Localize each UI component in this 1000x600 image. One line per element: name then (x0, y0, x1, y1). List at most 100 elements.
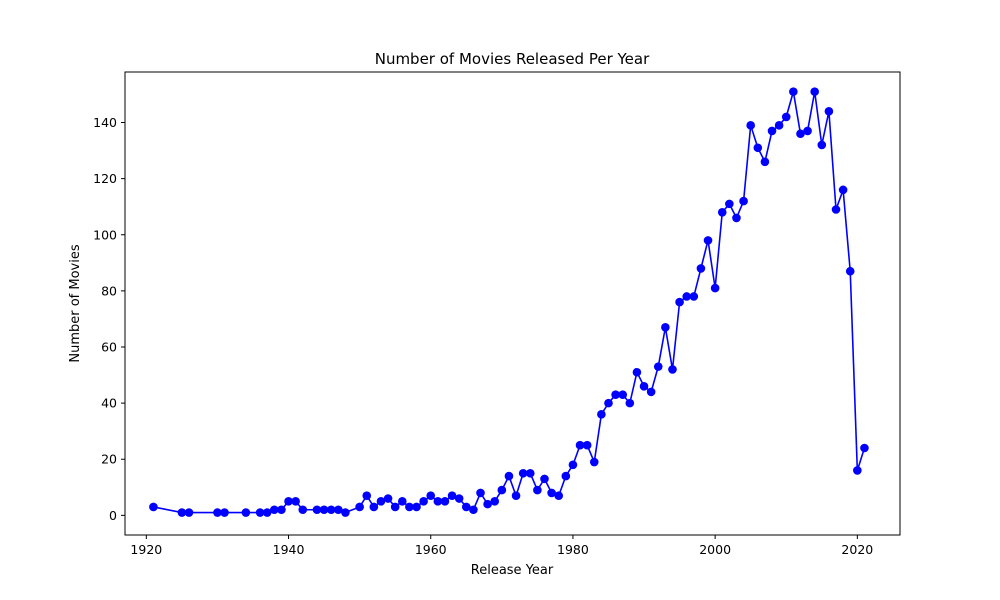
data-point (419, 497, 428, 506)
data-point (369, 502, 379, 512)
data-point (803, 126, 812, 136)
data-point (497, 485, 507, 495)
data-point (831, 205, 841, 214)
data-point (177, 508, 187, 517)
data-point (582, 440, 592, 450)
data-point (838, 185, 848, 195)
data-point (817, 140, 827, 150)
data-point (334, 505, 343, 515)
data-point (639, 381, 649, 391)
data-point (760, 157, 770, 167)
data-point (554, 491, 564, 501)
data-point (255, 508, 265, 517)
data-point (824, 106, 834, 116)
data-point (291, 497, 300, 506)
data-point (312, 505, 322, 515)
y-tick-label: 60 (101, 339, 117, 354)
data-point (397, 497, 407, 506)
data-point (682, 292, 691, 301)
data-point (625, 398, 635, 408)
data-point (405, 502, 414, 512)
data-point (717, 208, 727, 217)
data-point (355, 502, 364, 512)
x-tick-label: 1960 (415, 542, 447, 557)
y-tick-label: 20 (101, 452, 117, 467)
data-point (611, 390, 620, 399)
data-point (661, 323, 670, 332)
x-tick-label: 1980 (557, 542, 589, 557)
data-point (575, 440, 585, 450)
data-point (568, 460, 578, 470)
data-point (753, 143, 763, 153)
data-point (632, 367, 642, 377)
data-point (589, 457, 599, 467)
data-point (241, 508, 251, 517)
data-point (675, 297, 684, 307)
data-point (725, 199, 734, 209)
data-point (383, 494, 393, 503)
x-tick-label: 1920 (130, 542, 162, 557)
data-point (653, 362, 663, 371)
data-point (184, 508, 194, 517)
data-point (362, 491, 372, 501)
data-point (277, 505, 286, 515)
data-point (604, 398, 613, 408)
data-point (447, 491, 457, 501)
data-point (476, 488, 485, 498)
data-point (412, 502, 421, 512)
data-point (646, 387, 656, 397)
data-point (319, 505, 329, 515)
data-point (618, 390, 628, 399)
series-layer (149, 87, 869, 517)
data-point (732, 213, 741, 223)
data-point (490, 497, 500, 506)
data-point (270, 505, 279, 515)
data-point (525, 468, 535, 478)
chart-title: Number of Movies Released Per Year (375, 50, 650, 68)
y-tick-label: 80 (101, 283, 117, 298)
data-point (390, 502, 400, 512)
x-tick-label: 2000 (699, 542, 731, 557)
data-point (789, 87, 798, 96)
data-point (149, 502, 158, 512)
data-point (533, 485, 542, 495)
axis-ticks: 1920 1940 1960 1980 2000 2020 0 20 40 60 80 100 120 1… (93, 115, 873, 557)
data-point (469, 505, 478, 515)
data-point (668, 365, 677, 374)
data-point (710, 283, 720, 293)
y-tick-label: 100 (93, 227, 117, 242)
y-axis-label: Number of Movies (68, 244, 83, 362)
data-point (483, 499, 492, 509)
data-point (284, 497, 293, 506)
data-point (461, 502, 471, 512)
data-point (504, 471, 514, 481)
data-point (703, 236, 713, 245)
x-axis-label: Release Year (471, 563, 554, 578)
data-point (298, 505, 308, 515)
data-point (561, 471, 571, 481)
data-point (746, 121, 755, 130)
data-point (540, 474, 549, 484)
y-tick-label: 120 (93, 171, 117, 186)
data-point (213, 508, 222, 517)
data-point (853, 466, 862, 475)
data-point (597, 410, 606, 419)
data-point (326, 505, 336, 515)
data-point (781, 112, 791, 122)
data-point (774, 121, 784, 130)
data-point (796, 129, 805, 139)
data-point (440, 497, 450, 506)
data-point (518, 468, 528, 478)
data-point (426, 491, 436, 501)
data-point (739, 196, 748, 206)
data-point (689, 292, 699, 301)
y-tick-label: 0 (109, 508, 117, 523)
x-tick-label: 2020 (841, 542, 873, 557)
y-tick-label: 140 (93, 115, 117, 130)
data-point (341, 508, 350, 517)
data-point (511, 491, 521, 501)
data-point (262, 508, 272, 517)
data-point (696, 264, 706, 273)
